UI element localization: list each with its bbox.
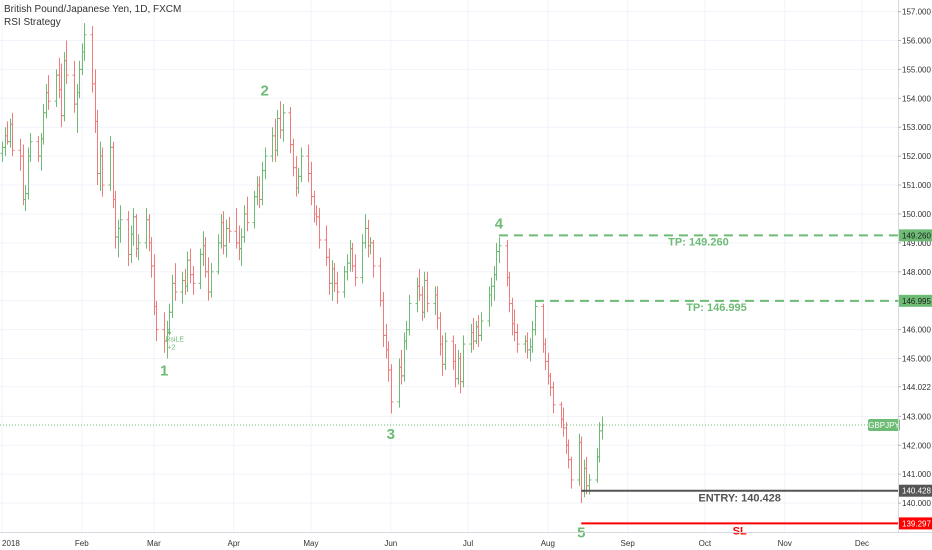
take-profit-label: TP: 146.995 xyxy=(686,302,747,314)
ohlc-bar xyxy=(515,323,520,353)
ohlc-bar xyxy=(100,147,105,197)
ohlc-bar xyxy=(46,75,51,110)
ohlc-bar xyxy=(173,263,178,301)
ohlc-bar xyxy=(263,147,268,180)
ohlc-bar xyxy=(154,300,159,342)
wave-label: 4 xyxy=(495,215,504,232)
stop-loss-label: SL xyxy=(733,525,747,537)
signal-label: RsiLE xyxy=(165,337,184,344)
y-tick-label: 144.022 xyxy=(902,383,931,392)
ohlc-bar xyxy=(353,254,358,287)
y-tick-label: 148.000 xyxy=(902,268,931,277)
x-tick-label: Jul xyxy=(463,539,473,548)
tp-price-tag: 146.995 xyxy=(902,297,931,306)
ohlc-bar xyxy=(281,104,286,142)
x-tick-label: Aug xyxy=(541,539,555,548)
strategy-name: RSI Strategy xyxy=(4,17,61,28)
x-tick-label: Apr xyxy=(227,539,240,548)
tp-price-tag-bg xyxy=(899,229,932,242)
wave-label: 3 xyxy=(387,426,395,443)
ohlc-bar xyxy=(335,271,340,304)
entry-label: ENTRY: 140.428 xyxy=(698,493,781,505)
y-tick-label: 146.000 xyxy=(902,326,931,335)
chart-title: British Pound/Japanese Yen, 1D, FXCM xyxy=(4,4,182,15)
ohlc-bar xyxy=(371,239,376,278)
ohlc-bar xyxy=(479,312,484,342)
ohlc-bar xyxy=(299,147,304,183)
x-tick-label: Sep xyxy=(621,539,636,548)
y-tick-label: 141.000 xyxy=(902,470,931,479)
ohlc-bar xyxy=(497,237,502,264)
y-tick-label: 155.000 xyxy=(902,65,931,74)
ohlc-bar xyxy=(191,266,196,295)
y-tick-label: 143.000 xyxy=(902,412,931,421)
x-tick-label: Dec xyxy=(855,539,869,548)
y-tick-label: 140.000 xyxy=(902,499,931,508)
ohlc-bar xyxy=(407,294,412,336)
y-tick-label: 152.000 xyxy=(902,152,931,161)
ohlc-bar xyxy=(569,456,574,489)
y-tick-label: 157.000 xyxy=(902,8,931,17)
ohlc-bar xyxy=(118,205,123,243)
y-tick-label: 151.000 xyxy=(902,181,931,190)
ohlc-bar xyxy=(425,271,430,313)
y-tick-label: 145.000 xyxy=(902,355,931,364)
entry-price-tag-bg xyxy=(899,484,932,497)
ohlc-bar xyxy=(82,23,87,61)
x-tick-label: Feb xyxy=(75,539,89,548)
x-tick-label: May xyxy=(303,539,318,548)
ohlc-bar xyxy=(461,335,466,388)
x-tick-label: Mar xyxy=(147,539,161,548)
ohlc-bar xyxy=(551,381,556,414)
ohlc-bar xyxy=(209,263,214,298)
y-tick-label: 150.000 xyxy=(902,210,931,219)
symbol-tag: GBPJPY xyxy=(868,421,900,430)
tp-price-tag-bg xyxy=(899,294,932,307)
y-tick-label: 153.000 xyxy=(902,123,931,132)
signal-qty: +2 xyxy=(167,345,175,352)
x-tick-label: Nov xyxy=(778,539,792,548)
ohlc-bar xyxy=(10,112,15,157)
y-tick-label: 154.000 xyxy=(902,94,931,103)
symbol-tag-bg xyxy=(868,419,900,432)
wave-label: 2 xyxy=(260,82,268,99)
y-tick-label: 149.000 xyxy=(902,239,931,248)
sl-price-tag: 139.297 xyxy=(902,519,931,528)
ohlc-bar xyxy=(136,234,141,261)
ohlc-bar xyxy=(533,300,538,336)
ohlc-bar xyxy=(317,208,322,249)
ohlc-bar xyxy=(389,364,394,414)
x-tick-label: Jun xyxy=(384,539,397,548)
take-profit-label: TP: 149.260 xyxy=(668,236,729,248)
y-tick-label: 156.000 xyxy=(902,36,931,45)
x-tick-label: 2018 xyxy=(2,539,20,548)
x-tick-label: Oct xyxy=(699,539,712,548)
sl-price-tag-bg xyxy=(899,517,932,530)
entry-price-tag: 140.428 xyxy=(902,487,931,496)
ohlc-bar xyxy=(600,416,605,440)
ohlc-bar xyxy=(245,196,250,232)
ohlc-bar xyxy=(227,216,232,243)
ohlc-bar xyxy=(28,133,33,162)
y-tick-label: 142.000 xyxy=(902,441,931,450)
ohlc-bar xyxy=(443,332,448,371)
tp-price-tag: 149.260 xyxy=(902,231,931,240)
ohlc-bar xyxy=(64,40,69,84)
signal-arrow-icon xyxy=(167,329,172,334)
wave-label: 1 xyxy=(160,362,168,379)
